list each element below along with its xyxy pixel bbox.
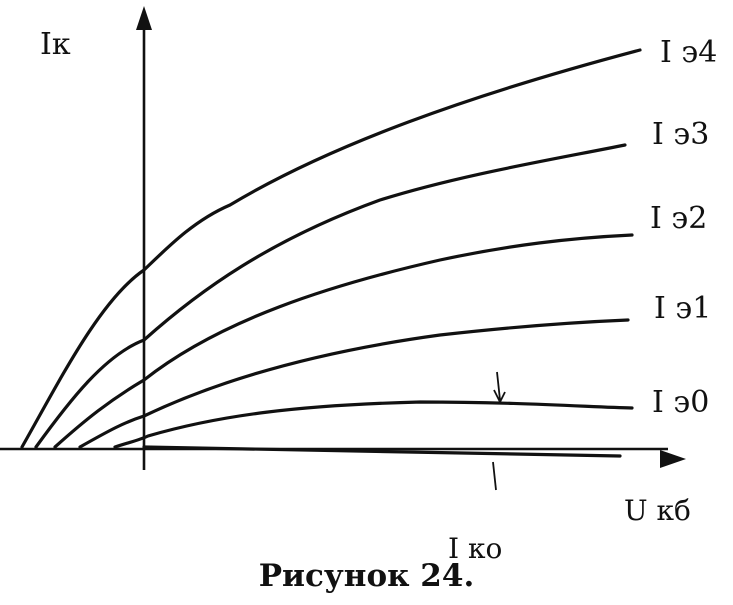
y-axis-label: Iк [40, 27, 71, 62]
curve-reverse-current [142, 445, 622, 458]
figure-caption: Рисунок 24. [258, 558, 475, 594]
iko-indicator-tick [492, 461, 497, 491]
y-axis-arrow [136, 6, 152, 30]
curve-ie0 [113, 400, 634, 449]
curve-label-ie1: I э1 [654, 291, 711, 326]
curve-label-ie3: I э3 [652, 117, 709, 152]
curve-ie3 [34, 143, 627, 449]
curve-label-ie2: I э2 [650, 201, 707, 236]
curve-label-ie4: I э4 [660, 35, 717, 70]
x-axis-label: U кб [624, 494, 691, 527]
indicators [492, 371, 506, 491]
curve-ie1 [78, 318, 630, 449]
ie0-indicator-tick [493, 371, 506, 405]
curve-label-ie0: I э0 [652, 385, 709, 420]
reverse-current-label: I ко [448, 532, 502, 565]
x-axis-arrow [660, 450, 686, 468]
curve-ie2 [53, 233, 634, 449]
curves [20, 48, 642, 458]
curve-ie4 [20, 48, 642, 449]
